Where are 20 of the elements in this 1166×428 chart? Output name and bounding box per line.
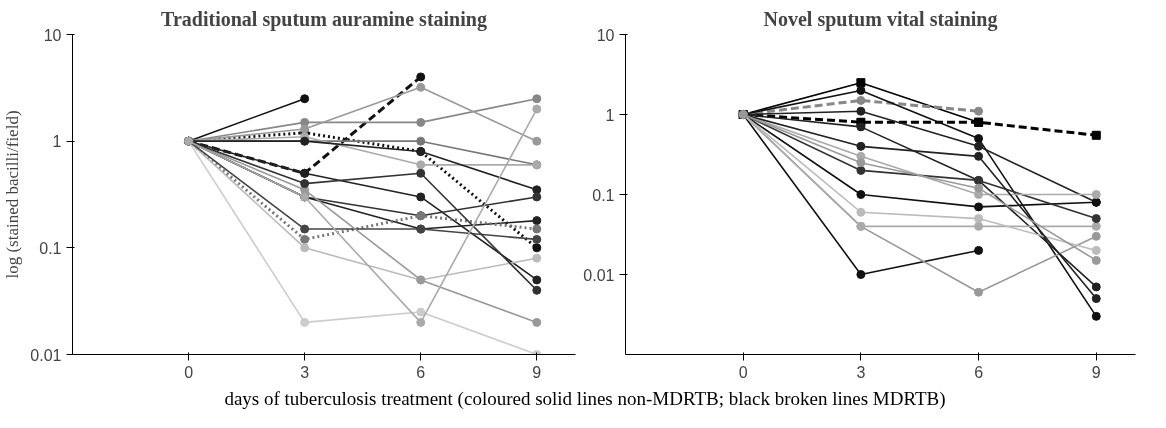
- chart-title: Novel sputum vital staining: [763, 7, 998, 31]
- x-tick-label: 0: [738, 363, 748, 381]
- x-tick-label: 9: [1091, 363, 1101, 381]
- x-tick-label: 3: [300, 363, 310, 381]
- y-tick-label: 0.1: [39, 239, 62, 257]
- x-tick-label: 3: [856, 363, 866, 381]
- x-tick-label: 6: [974, 363, 984, 381]
- x-tick-label: 0: [184, 363, 194, 381]
- y-tick-label: 1: [52, 133, 62, 151]
- chart-title: Traditional sputum auramine staining: [161, 7, 487, 31]
- y-tick-label: 10: [43, 26, 62, 44]
- y-tick-label: 1: [605, 106, 615, 124]
- x-axis-title: days of tuberculosis treatment (coloured solid lines non-MDRTB; black broken lines MDRTB): [224, 387, 946, 411]
- y-axis-title: log (stained bacilli/field): [3, 110, 23, 279]
- y-tick-label: 0.01: [583, 266, 615, 284]
- x-tick-label: 6: [416, 363, 426, 381]
- y-tick-label: 10: [596, 26, 615, 44]
- x-tick-label: 9: [532, 363, 542, 381]
- y-tick-label: 0.01: [30, 346, 62, 364]
- y-tick-label: 0.1: [592, 186, 615, 204]
